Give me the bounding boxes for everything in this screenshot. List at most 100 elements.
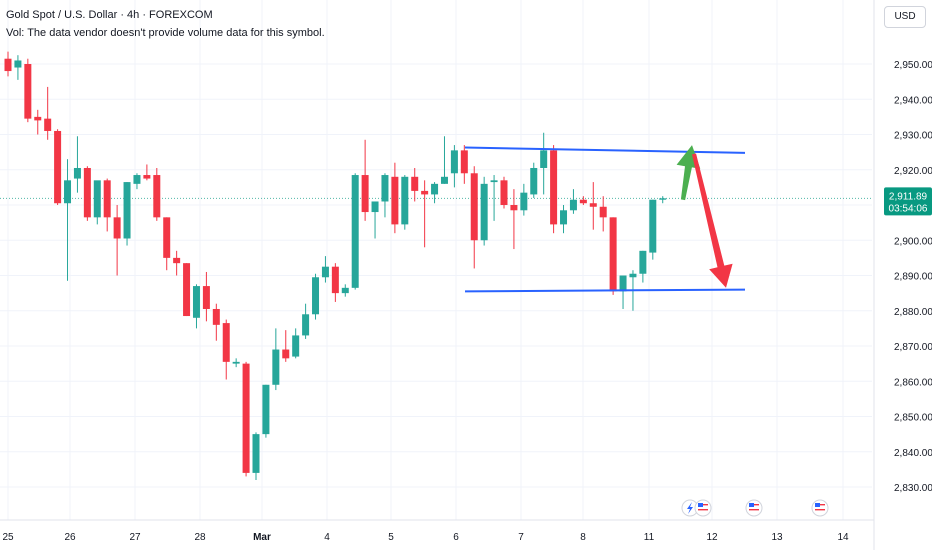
- us-flag-event-icon[interactable]: [811, 499, 829, 517]
- flag-stripe: [698, 511, 708, 513]
- candle-body: [659, 198, 667, 200]
- date-tick-label: 4: [324, 532, 330, 543]
- flag-stripe: [749, 506, 759, 508]
- candle-body: [331, 266, 339, 294]
- candle-body: [83, 167, 91, 218]
- price-tick-label: 2,840.00: [894, 448, 932, 459]
- candle-body: [480, 183, 488, 241]
- candle-body: [282, 349, 290, 359]
- channel-bottom-line[interactable]: [464, 288, 746, 293]
- flag-stripe: [698, 506, 708, 508]
- us-flag-event-icon[interactable]: [745, 499, 763, 517]
- candle-down: [609, 217, 617, 295]
- candle-down: [202, 271, 210, 322]
- candle-body: [262, 384, 270, 435]
- candle-down: [212, 303, 220, 341]
- candle-up: [351, 173, 359, 290]
- channel-top-line[interactable]: [464, 146, 746, 154]
- candle-down: [331, 263, 339, 302]
- candle-body: [192, 286, 200, 318]
- candle-down: [44, 86, 52, 140]
- date-tick-label: 25: [2, 532, 14, 543]
- candle-down: [361, 139, 369, 221]
- candle-body: [4, 58, 12, 72]
- candle-body: [93, 180, 101, 218]
- candle-up: [381, 173, 389, 218]
- candle-body: [569, 199, 577, 211]
- candle-body: [510, 205, 518, 211]
- candle-down: [183, 263, 191, 317]
- candle-up: [93, 180, 101, 225]
- arrow-down-drawing[interactable]: [692, 153, 733, 288]
- price-tick-label: 2,900.00: [894, 236, 932, 247]
- candle-up: [480, 176, 488, 246]
- candle-body: [143, 175, 151, 179]
- candle-body: [490, 180, 498, 183]
- candle-up: [619, 275, 627, 309]
- lightning-event-icon[interactable]: [681, 499, 699, 517]
- candle-up: [659, 196, 667, 204]
- candle-up: [371, 201, 379, 239]
- event-markers[interactable]: [681, 499, 829, 517]
- candle-up: [431, 182, 439, 204]
- candles: [4, 51, 667, 480]
- candle-body: [589, 203, 597, 207]
- candle-up: [639, 250, 647, 283]
- date-tick-label: 13: [771, 532, 783, 543]
- candle-body: [411, 176, 419, 191]
- candle-down: [153, 167, 161, 221]
- candle-down: [460, 145, 468, 184]
- candle-up: [540, 132, 548, 195]
- candle-body: [381, 175, 389, 202]
- price-tick-label: 2,950.00: [894, 60, 932, 71]
- candle-body: [639, 250, 647, 274]
- candle-down: [103, 178, 111, 232]
- candle-down: [579, 196, 587, 205]
- price-tick-label: 2,930.00: [894, 131, 932, 142]
- candle-body: [153, 175, 161, 218]
- currency-button[interactable]: USD: [884, 6, 926, 28]
- candle-body: [550, 150, 558, 225]
- date-tick-label: 7: [518, 532, 524, 543]
- date-tick-label: 28: [194, 532, 206, 543]
- date-tick-label: 27: [129, 532, 141, 543]
- candle-body: [292, 335, 300, 357]
- candle-down: [411, 167, 419, 202]
- candle-body: [629, 273, 637, 278]
- flag-canton: [749, 503, 754, 507]
- drawings[interactable]: [464, 145, 746, 293]
- candle-down: [24, 58, 32, 123]
- price-tick-label: 2,890.00: [894, 272, 932, 283]
- symbol-title[interactable]: Gold Spot / U.S. Dollar · 4h · FOREXCOM: [6, 9, 213, 21]
- candle-body: [173, 257, 181, 264]
- candle-up: [64, 159, 72, 281]
- candle-body: [609, 217, 617, 292]
- candle-body: [431, 183, 439, 195]
- candle-body: [460, 150, 468, 174]
- candle-body: [312, 277, 320, 315]
- candle-up: [123, 182, 131, 246]
- candle-down: [173, 250, 181, 276]
- candle-body: [34, 116, 42, 121]
- candle-up: [490, 175, 498, 221]
- candle-body: [302, 314, 310, 336]
- candle-down: [4, 51, 12, 77]
- candle-up: [560, 205, 568, 234]
- candle-body: [520, 192, 528, 211]
- date-tick-label: 12: [706, 532, 718, 543]
- price-axis-bg: [874, 0, 932, 550]
- candle-body: [212, 308, 220, 325]
- us-flag-event-icon[interactable]: [694, 499, 712, 517]
- candle-up: [14, 55, 22, 80]
- candle-body: [371, 201, 379, 213]
- candle-body: [579, 199, 587, 204]
- date-tick-label: 6: [453, 532, 459, 543]
- candle-body: [351, 175, 359, 288]
- candle-body: [24, 64, 32, 119]
- candle-down: [282, 330, 290, 362]
- candle-up: [341, 284, 349, 297]
- candle-body: [450, 150, 458, 174]
